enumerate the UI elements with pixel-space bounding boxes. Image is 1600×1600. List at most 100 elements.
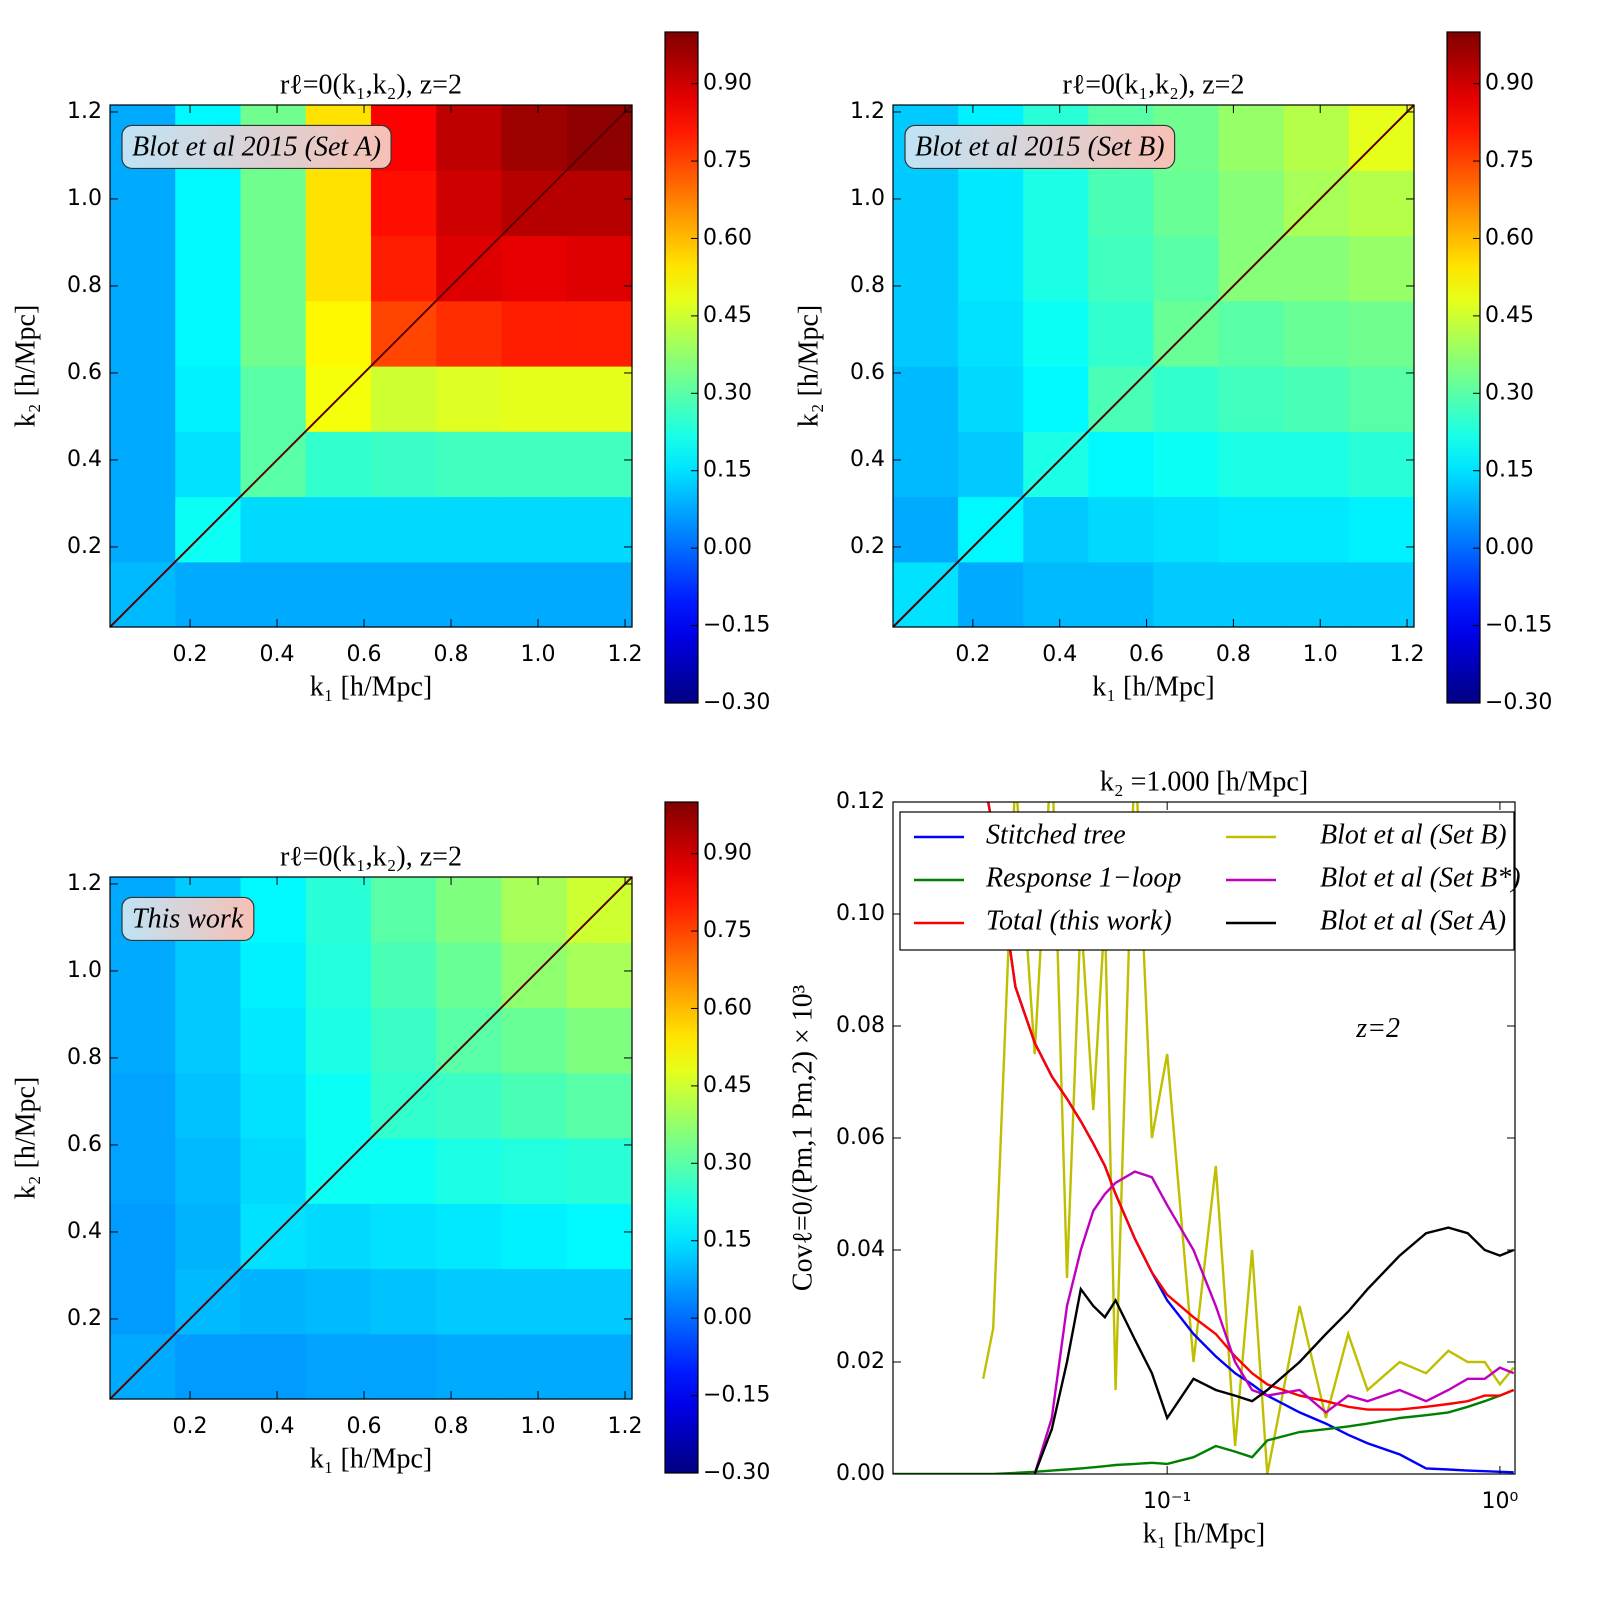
x-tick-label: 0.6: [347, 1414, 382, 1439]
heatmap-cell: [175, 561, 242, 628]
heatmap-cell: [175, 300, 242, 367]
heatmap-cell: [240, 1007, 307, 1074]
x-tick-label: 0.8: [434, 642, 469, 667]
heatmap-cell: [958, 561, 1024, 628]
heatmap-cell: [1348, 496, 1415, 563]
colorbar-tick-label: 0.45: [703, 303, 752, 328]
heatmap-cell: [371, 1268, 437, 1335]
legend-label: Total (this work): [986, 905, 1172, 936]
y-axis-label: k₂ [h/Mpc]: [10, 305, 41, 428]
series-line: [1033, 1170, 1515, 1474]
heatmap-cell: [175, 170, 242, 237]
heatmap-cell: [110, 1007, 176, 1074]
x-tick-label: 0.6: [1129, 642, 1164, 667]
series-line: [982, 802, 1515, 1474]
x-tick-label: 10⁻¹: [1143, 1489, 1191, 1514]
heatmap-cell: [566, 300, 633, 367]
heatmap-cell: [1283, 366, 1350, 432]
colorbar-tick-label: 0.15: [703, 458, 752, 483]
heatmap-cell: [566, 1007, 633, 1074]
heatmap-cell: [305, 170, 372, 237]
heatmap-cell: [240, 496, 307, 563]
heatmap-cell: [305, 1072, 372, 1139]
heatmap-cell: [501, 235, 568, 302]
heatmap-cell: [175, 1333, 242, 1400]
heatmap-cell: [566, 1268, 633, 1335]
series-line: [1033, 1226, 1515, 1474]
x-tick-label: 0.4: [260, 642, 295, 667]
heatmap-cell: [305, 942, 372, 1009]
heatmap-cell: [501, 431, 568, 498]
legend-label: Response 1−loop: [985, 862, 1181, 893]
heatmap-cell: [1283, 105, 1350, 171]
heatmap-cell: [436, 105, 503, 171]
annotation: Blot et al 2015 (Set A): [132, 131, 381, 162]
heatmap-cell: [436, 496, 503, 563]
y-tick-label: 0.2: [67, 534, 102, 559]
heatmap-cell: [893, 300, 959, 367]
heatmap-cell: [371, 1138, 437, 1204]
y-tick-label: 0.04: [836, 1237, 885, 1262]
heatmap-cell: [501, 300, 568, 367]
chart-title: k₂ =1.000 [h/Mpc]: [1100, 766, 1308, 797]
y-tick-label: 0.10: [836, 901, 885, 926]
colorbar-tick-label: −0.30: [1485, 690, 1552, 715]
heatmap-cell: [436, 1203, 503, 1270]
colorbar: [664, 31, 699, 704]
heatmap-cell: [1218, 431, 1285, 498]
heatmap-cell: [893, 170, 959, 237]
x-tick-label: 0.4: [1042, 642, 1077, 667]
colorbar-tick-label: 0.45: [1485, 303, 1534, 328]
annotation: This work: [132, 903, 244, 934]
heatmap-cell: [305, 1203, 372, 1270]
heatmap-cell: [566, 942, 633, 1009]
heatmap-cell: [371, 366, 437, 432]
y-tick-label: 0.08: [836, 1013, 885, 1038]
heatmap-cell: [305, 1333, 372, 1400]
heatmap-cell: [893, 496, 959, 563]
legend-label: Blot et al (Set A): [1320, 905, 1506, 936]
heatmap-cell: [436, 942, 503, 1009]
heatmap-cell: [110, 431, 176, 498]
heatmap-cell: [958, 366, 1024, 432]
x-tick-label: 0.2: [955, 642, 990, 667]
x-tick-label: 10⁰: [1482, 1489, 1519, 1514]
y-tick-label: 0.00: [836, 1461, 885, 1486]
heatmap-cell: [175, 1007, 242, 1074]
legend-box: [899, 811, 1515, 951]
colorbar-tick-label: 0.90: [703, 71, 752, 96]
heatmap-cell: [436, 1333, 503, 1400]
colorbar-tick-label: 0.45: [703, 1073, 752, 1098]
annotation-box: [121, 896, 255, 942]
heatmap-cell: [501, 1007, 568, 1074]
colorbar-tick-label: 0.00: [703, 1305, 752, 1330]
x-axis-label: k₁ [h/Mpc]: [1143, 1518, 1266, 1549]
x-tick-label: 1.0: [521, 642, 556, 667]
heatmap-cell: [175, 1072, 242, 1139]
heatmap-cell: [175, 431, 242, 498]
heatmap-cell: [958, 235, 1024, 302]
colorbar-tick-label: −0.15: [703, 1383, 770, 1408]
heatmap-cell: [566, 496, 633, 563]
plot-frame: [109, 876, 633, 1400]
y-tick-label: 1.0: [67, 186, 102, 211]
heatmap-cell: [1153, 431, 1220, 498]
heatmap-cell: [1283, 431, 1350, 498]
heatmap-cell: [501, 1072, 568, 1139]
colorbar-tick-label: 0.60: [703, 225, 752, 250]
heatmap-cell: [305, 496, 372, 563]
heatmap-cell: [110, 1268, 176, 1335]
heatmap-cell: [175, 1138, 242, 1204]
heatmap-cell: [1153, 561, 1220, 628]
x-tick-label: 0.4: [260, 1414, 295, 1439]
heatmap-cell: [1283, 300, 1350, 367]
heatmap-cell: [175, 366, 242, 432]
heatmap-cell: [110, 170, 176, 237]
heatmap-cell: [566, 561, 633, 628]
heatmap-cell: [501, 1203, 568, 1270]
y-tick-label: 1.2: [850, 99, 885, 124]
heatmap-cell: [1348, 366, 1415, 432]
heatmap-cell: [1283, 496, 1350, 563]
chart-title: rℓ=0(k₁,k₂), z=2: [1063, 69, 1245, 100]
